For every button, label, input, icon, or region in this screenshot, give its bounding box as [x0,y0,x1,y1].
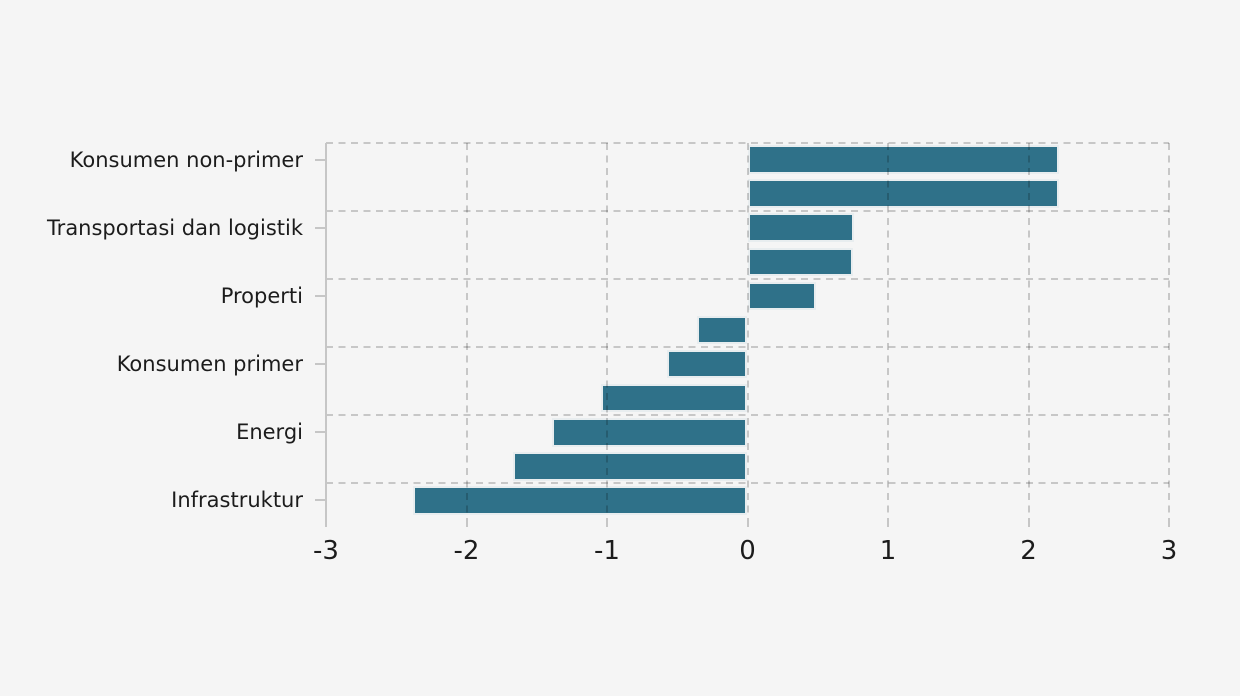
gridline-vertical [465,142,468,518]
y-axis-tick [315,499,325,502]
bar-row-8 [601,383,748,413]
bar-row-2 [747,179,1060,208]
gridline-horizontal [326,209,1169,212]
y-axis-label-konsumen-primer: Konsumen primer [116,352,303,377]
y-axis-spine [325,142,327,518]
bar-infrastruktur [413,486,748,515]
x-axis-tick [1168,517,1170,527]
x-axis-tick-label-0: 0 [739,536,756,566]
x-axis-tick-label-2: 2 [1020,536,1037,566]
y-axis-tick [315,294,325,297]
gridline-horizontal [326,482,1169,485]
x-axis-tick [606,517,608,527]
y-axis-tick [315,431,325,434]
bar-energi [552,417,748,447]
y-axis-label-properti: Properti [220,283,303,308]
gridline-vertical [887,142,889,518]
gridline-horizontal [326,414,1169,417]
y-axis-label-transportasi-dan-logistik: Transportasi dan logistik [46,215,303,240]
y-axis-tick [315,363,325,366]
x-axis-tick [1027,517,1030,527]
y-axis-label-energi: Energi [236,420,303,445]
gridline-vertical [1027,142,1030,518]
x-axis-tick [746,517,749,527]
x-axis-tick-label-1: 1 [879,536,897,566]
x-axis-tick-label-1: -1 [594,536,620,566]
gridline-vertical [606,142,608,518]
y-axis-tick [315,226,325,229]
bar-konsumen-non-primer [747,145,1060,174]
y-axis-tick [315,158,325,161]
bar-transportasi-dan-logistik [747,213,855,243]
bar-konsumen-primer [667,349,748,379]
y-axis-label-konsumen-non-primer: Konsumen non-primer [69,147,303,172]
bar-properti [747,281,817,311]
bar-row-4 [747,247,853,277]
gridline-vertical [746,142,749,518]
x-axis-tick [887,517,889,527]
gridline-horizontal [326,141,1169,144]
x-axis-tick-label-3: -3 [313,536,339,566]
x-axis-tick [465,517,468,527]
gridline-horizontal [326,346,1169,349]
x-axis-tick [325,517,327,527]
gridline-vertical [1168,142,1170,518]
x-axis-tick-label-2: -2 [453,536,480,566]
x-axis-tick-label-3: 3 [1160,536,1178,566]
bar-row-10 [512,452,748,481]
y-axis-label-infrastruktur: Infrastruktur [171,488,303,513]
bar-row-6 [696,315,748,345]
gridline-horizontal [326,277,1169,280]
plot-area [315,141,1170,527]
